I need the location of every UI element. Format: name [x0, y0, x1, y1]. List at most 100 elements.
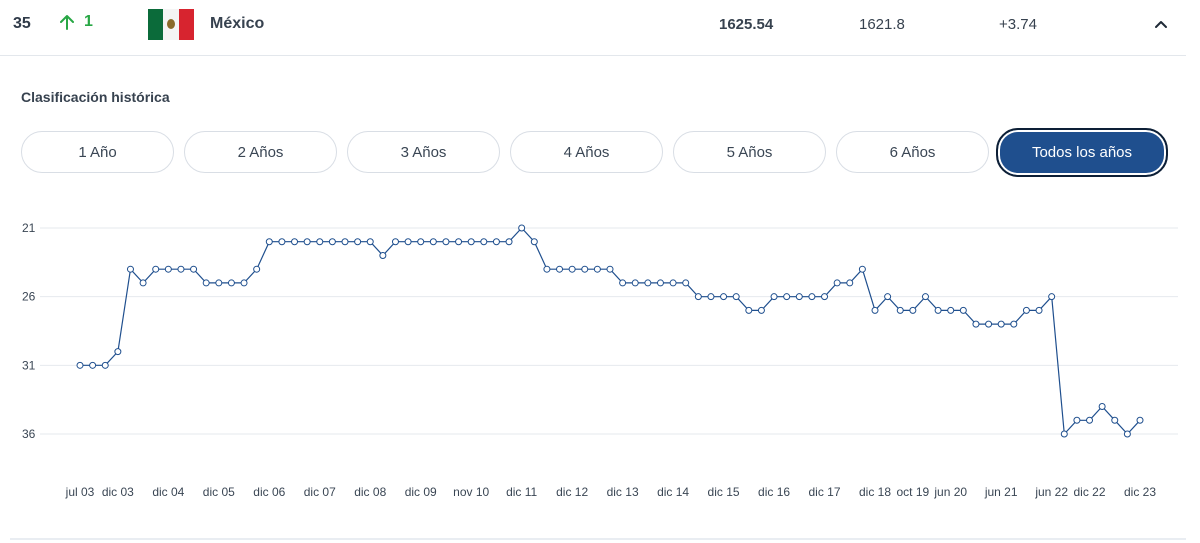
data-point	[391, 238, 399, 246]
data-point	[126, 265, 134, 273]
x-tick-label: dic 03	[102, 485, 134, 499]
data-point	[745, 306, 753, 314]
chevron-up-icon[interactable]	[1153, 16, 1169, 32]
range-button-2-years[interactable]: 2 Años	[184, 131, 337, 173]
data-point	[821, 293, 829, 301]
card-bottom-border	[10, 538, 1186, 540]
data-point	[1022, 306, 1030, 314]
y-tick-label: 26	[22, 290, 36, 304]
data-point	[707, 293, 715, 301]
y-tick-label: 31	[22, 358, 36, 372]
data-point	[909, 306, 917, 314]
data-point	[442, 238, 450, 246]
data-point	[694, 293, 702, 301]
data-point	[682, 279, 690, 287]
arrow-up-icon	[60, 15, 74, 30]
x-tick-label: dic 08	[354, 485, 386, 499]
country-row[interactable]: 35 1 México 1625.54 1621.8 +3.74	[0, 0, 1186, 56]
data-point	[644, 279, 652, 287]
range-button-6-years[interactable]: 6 Años	[836, 131, 989, 173]
data-point	[341, 238, 349, 246]
data-point	[417, 238, 425, 246]
data-point	[808, 293, 816, 301]
data-point	[732, 293, 740, 301]
data-point	[215, 279, 223, 287]
x-tick-label: dic 23	[1124, 485, 1156, 499]
data-point	[202, 279, 210, 287]
data-point	[291, 238, 299, 246]
data-point	[593, 265, 601, 273]
x-tick-label: dic 05	[203, 485, 235, 499]
x-tick-label: dic 06	[253, 485, 285, 499]
x-tick-label: dic 13	[607, 485, 639, 499]
x-tick-label: dic 14	[657, 485, 689, 499]
rank-change: 1	[60, 13, 93, 31]
range-button-3-years[interactable]: 3 Años	[347, 131, 500, 173]
data-point	[783, 293, 791, 301]
x-tick-label: jun 21	[984, 485, 1018, 499]
data-point	[278, 238, 286, 246]
data-point	[467, 238, 475, 246]
ranking-history-chart: 21 26 31 36 jul 03 dic 03 dic 04 dic 05 dic 06 di…	[22, 221, 1178, 499]
data-point	[505, 238, 513, 246]
points-diff: +3.74	[999, 16, 1037, 33]
data-point	[227, 279, 235, 287]
data-point	[177, 265, 185, 273]
data-point	[1035, 306, 1043, 314]
data-point	[720, 293, 728, 301]
data-point	[455, 238, 463, 246]
data-point	[833, 279, 841, 287]
rank-change-value: 1	[84, 13, 93, 30]
data-point	[556, 265, 564, 273]
data-point	[316, 238, 324, 246]
data-point	[871, 306, 879, 314]
x-tick-label: dic 11	[506, 485, 537, 499]
mexico-flag-icon	[148, 9, 194, 40]
data-point	[770, 293, 778, 301]
data-point	[581, 265, 589, 273]
data-point	[1073, 416, 1081, 424]
data-point	[530, 238, 538, 246]
data-point	[76, 361, 84, 369]
previous-points: 1621.8	[859, 16, 905, 33]
data-point	[543, 265, 551, 273]
x-tick-label: dic 09	[405, 485, 437, 499]
data-point	[1123, 430, 1131, 438]
x-tick-label: nov 10	[453, 485, 489, 499]
data-point	[985, 320, 993, 328]
data-point	[631, 279, 639, 287]
data-point	[858, 265, 866, 273]
data-point	[164, 265, 172, 273]
range-button-5-years[interactable]: 5 Años	[673, 131, 826, 173]
data-point	[997, 320, 1005, 328]
range-button-4-years[interactable]: 4 Años	[510, 131, 663, 173]
x-tick-label: dic 17	[809, 485, 841, 499]
data-point	[366, 238, 374, 246]
data-point	[606, 265, 614, 273]
data-point	[152, 265, 160, 273]
data-point	[1136, 416, 1144, 424]
x-tick-label: dic 16	[758, 485, 790, 499]
x-tick-label: oct 19	[897, 485, 930, 499]
range-button-1-year[interactable]: 1 Año	[21, 131, 174, 173]
rank-number: 35	[13, 15, 31, 32]
data-point	[480, 238, 488, 246]
data-point	[619, 279, 627, 287]
data-point	[568, 265, 576, 273]
data-point	[253, 265, 261, 273]
y-tick-label: 21	[22, 221, 36, 235]
data-point	[757, 306, 765, 314]
range-button-all-years[interactable]: Todos los años	[996, 128, 1168, 177]
x-tick-label: jun 22	[1034, 485, 1068, 499]
x-tick-label: jul 03	[65, 485, 95, 499]
x-tick-label: dic 15	[708, 485, 740, 499]
data-point	[1111, 416, 1119, 424]
data-point	[669, 279, 677, 287]
x-tick-label: dic 18	[859, 485, 891, 499]
x-tick-label: dic 12	[556, 485, 588, 499]
data-point	[139, 279, 147, 287]
current-points: 1625.54	[719, 16, 774, 33]
data-point	[972, 320, 980, 328]
country-name[interactable]: México	[210, 15, 265, 32]
data-point	[265, 238, 273, 246]
